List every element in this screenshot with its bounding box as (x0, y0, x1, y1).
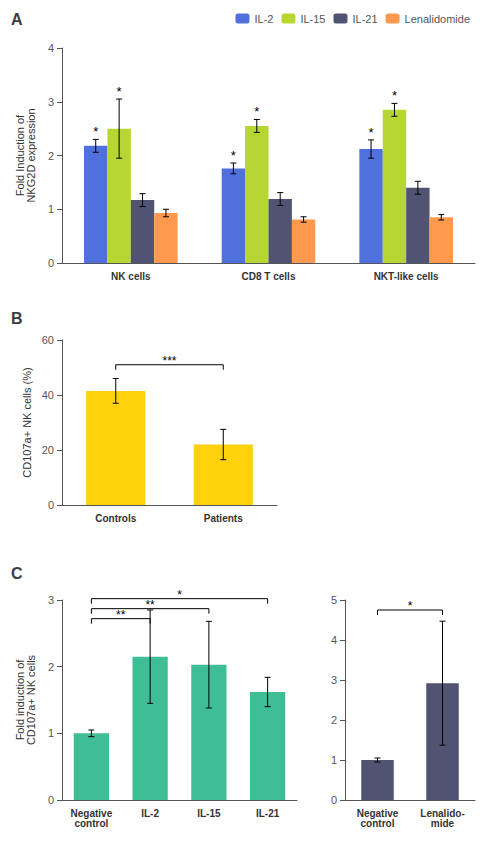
svg-text:Negative: Negative (70, 807, 113, 819)
svg-text:IL-21: IL-21 (352, 13, 377, 25)
svg-text:1: 1 (48, 727, 54, 739)
svg-text:IL-15: IL-15 (197, 808, 221, 819)
svg-text:*: * (177, 588, 182, 602)
svg-text:3: 3 (48, 594, 54, 606)
svg-text:1: 1 (331, 754, 337, 766)
svg-text:Lenalido-: Lenalido- (420, 807, 465, 819)
svg-text:CD8 T cells: CD8 T cells (242, 271, 296, 282)
svg-text:IL-15: IL-15 (300, 13, 325, 25)
svg-text:Fold Induction of: Fold Induction of (13, 114, 26, 197)
svg-text:Patients: Patients (204, 513, 243, 524)
svg-text:IL-21: IL-21 (256, 808, 280, 819)
svg-text:5: 5 (331, 594, 337, 606)
svg-text:*: * (93, 124, 98, 139)
svg-text:NKT-like cells: NKT-like cells (374, 271, 439, 282)
svg-text:4: 4 (331, 634, 337, 646)
svg-text:Controls: Controls (95, 513, 137, 524)
svg-text:Lenalidomide: Lenalidomide (405, 13, 470, 25)
svg-text:control: control (74, 818, 108, 829)
svg-text:Fold induction of: Fold induction of (13, 659, 26, 741)
svg-text:C: C (11, 565, 23, 582)
svg-text:2: 2 (48, 661, 54, 673)
svg-text:*: * (392, 88, 397, 103)
svg-text:20: 20 (42, 444, 54, 456)
svg-text:3: 3 (48, 96, 54, 108)
svg-text:IL-2: IL-2 (141, 808, 159, 819)
svg-text:control: control (361, 818, 395, 829)
svg-text:CD107a+ NK cells: CD107a+ NK cells (25, 654, 37, 745)
svg-text:*: * (369, 125, 374, 140)
svg-text:mide: mide (431, 818, 455, 829)
svg-text:**: ** (145, 598, 155, 612)
svg-text:B: B (11, 310, 23, 327)
svg-text:A: A (11, 11, 23, 28)
svg-text:60: 60 (42, 334, 54, 346)
svg-text:*: * (117, 84, 122, 99)
svg-text:*: * (254, 104, 259, 119)
svg-text:0: 0 (331, 794, 337, 806)
svg-text:**: ** (116, 608, 126, 622)
svg-text:Negative: Negative (356, 807, 399, 819)
svg-text:*: * (408, 599, 413, 613)
svg-text:3: 3 (331, 674, 337, 686)
svg-text:IL-2: IL-2 (254, 13, 273, 25)
svg-text:40: 40 (42, 389, 54, 401)
svg-text:2: 2 (48, 150, 54, 162)
svg-text:2: 2 (331, 714, 337, 726)
svg-text:1: 1 (48, 203, 54, 215)
svg-text:***: *** (162, 354, 176, 368)
svg-text:4: 4 (48, 42, 54, 54)
svg-text:0: 0 (48, 794, 54, 806)
svg-text:NK cells: NK cells (111, 271, 151, 282)
svg-text:CD107a+ NK cells (%): CD107a+ NK cells (%) (21, 367, 33, 477)
svg-text:0: 0 (48, 499, 54, 511)
svg-text:*: * (231, 148, 236, 163)
svg-text:0: 0 (48, 257, 54, 269)
svg-text:NKG2D expression: NKG2D expression (25, 108, 37, 202)
